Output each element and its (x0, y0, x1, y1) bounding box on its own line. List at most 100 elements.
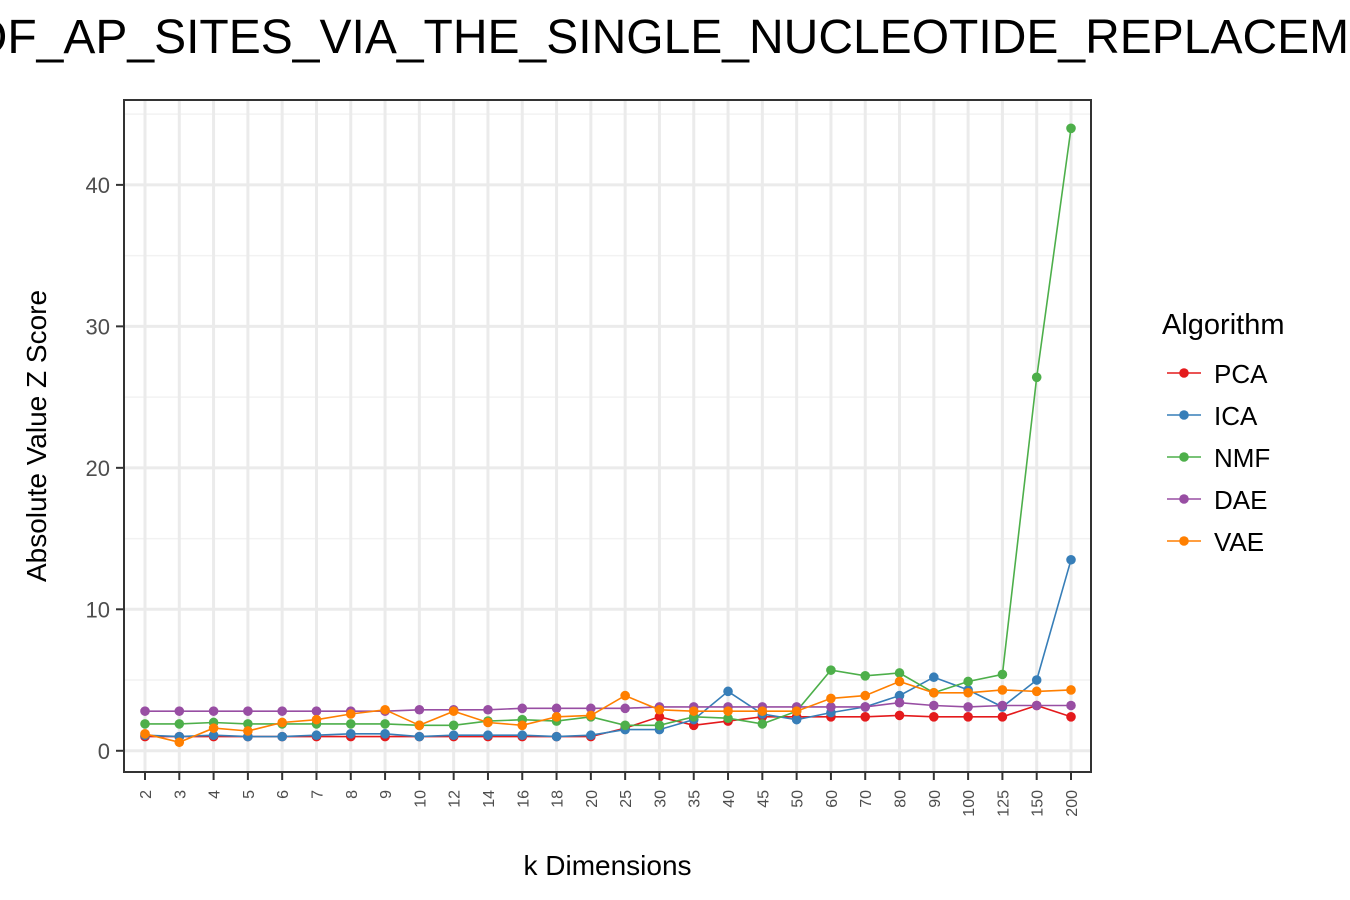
legend-key-point (1179, 494, 1189, 504)
x-tick-label: 25 (618, 790, 635, 808)
data-point-dae (586, 703, 596, 714)
x-tick-label: 4 (207, 790, 224, 799)
data-point-dae (277, 706, 287, 716)
data-point-vae (208, 723, 219, 733)
x-tick-label: 10 (412, 790, 429, 808)
x-axis-title: k Dimensions (523, 850, 691, 881)
legend-label: VAE (1214, 527, 1264, 557)
legend-key-point (1179, 368, 1189, 378)
data-point-vae (243, 726, 253, 736)
x-tick-label: 80 (893, 790, 910, 808)
x-tick-label: 50 (790, 790, 807, 808)
data-point-ica (723, 686, 733, 697)
x-tick-label: 8 (344, 790, 361, 799)
x-tick-label: 70 (858, 790, 875, 808)
data-point-dae (997, 700, 1008, 711)
x-tick-label: 2 (138, 790, 155, 799)
data-point-dae (140, 706, 150, 716)
series-line-nmf (145, 128, 1072, 727)
data-point-vae (551, 712, 562, 722)
x-tick-label: 150 (1030, 790, 1047, 817)
legend-label: ICA (1214, 401, 1258, 431)
legend-item-dae: DAE (1167, 485, 1267, 515)
data-point-pca (654, 712, 665, 722)
data-point-vae (929, 687, 939, 698)
legend-item-ica: ICA (1167, 401, 1258, 431)
data-point-nmf (345, 719, 356, 729)
y-tick-label: 0 (98, 739, 110, 764)
data-point-vae (620, 690, 630, 701)
legend: Algorithm PCA ICA NMF DAE VAE (1162, 309, 1285, 557)
data-point-ica (1066, 554, 1076, 565)
x-tick-label: 9 (378, 790, 395, 799)
data-point-dae (414, 704, 425, 715)
data-point-vae (654, 704, 665, 715)
x-tick-label: 30 (652, 790, 669, 808)
data-point-ica (791, 714, 802, 725)
legend-label: DAE (1214, 485, 1267, 515)
data-point-nmf (654, 720, 665, 731)
y-tick-label: 30 (86, 314, 110, 339)
data-point-vae (723, 706, 733, 716)
data-point-dae (311, 706, 322, 716)
data-point-vae (997, 685, 1008, 695)
data-point-dae (860, 702, 871, 712)
data-point-ica (414, 731, 425, 742)
data-point-vae (483, 717, 493, 728)
grid-lines (124, 100, 1091, 772)
data-point-ica (894, 690, 905, 701)
data-point-vae (586, 710, 596, 721)
series-line-vae (144, 680, 1072, 744)
data-point-vae (688, 706, 699, 716)
series-lines (140, 123, 1076, 748)
data-point-nmf (380, 719, 390, 729)
data-point-ica (311, 730, 322, 741)
x-tick-label: 5 (241, 790, 258, 799)
data-point-nmf (826, 665, 836, 675)
data-point-vae (414, 720, 425, 731)
data-point-ica (551, 731, 562, 742)
data-point-ica (517, 730, 528, 741)
data-point-dae (208, 706, 219, 716)
data-point-vae (311, 714, 322, 725)
legend-title: Algorithm (1162, 309, 1285, 341)
x-tick-label: 125 (995, 790, 1012, 817)
data-point-dae (243, 706, 253, 716)
x-tick-label: 40 (721, 790, 738, 808)
data-point-vae (140, 729, 150, 739)
x-tick-label: 3 (172, 790, 189, 799)
data-point-nmf (1031, 372, 1042, 383)
legend-item-vae: VAE (1167, 527, 1264, 557)
data-point-ica (483, 730, 493, 741)
data-point-vae (791, 706, 802, 716)
series-vae (140, 676, 1076, 748)
legend-key-point (1179, 536, 1189, 546)
data-point-dae (826, 702, 836, 712)
data-point-vae (757, 706, 768, 716)
data-point-pca (997, 712, 1008, 722)
data-point-dae (517, 703, 528, 714)
x-tick-label: 6 (275, 790, 292, 799)
legend-key-point (1179, 452, 1189, 462)
legend-item-nmf: NMF (1167, 443, 1270, 473)
data-point-dae (963, 702, 973, 712)
data-point-dae (174, 706, 185, 716)
data-point-nmf (620, 720, 630, 731)
data-point-dae (483, 704, 493, 715)
data-point-ica (448, 730, 459, 741)
data-point-nmf (174, 719, 185, 729)
x-tick-label: 90 (927, 790, 944, 808)
data-point-vae (380, 704, 390, 715)
data-point-vae (277, 717, 287, 728)
data-point-nmf (448, 720, 459, 731)
data-point-nmf (757, 719, 768, 729)
data-point-nmf (140, 719, 150, 729)
x-tick-label: 20 (584, 790, 601, 808)
y-axis-title: Absolute Value Z Score (21, 290, 52, 582)
data-point-nmf (860, 670, 871, 681)
data-point-nmf (243, 719, 253, 729)
x-tick-label: 12 (447, 790, 464, 808)
x-tick-label: 16 (515, 790, 532, 808)
data-point-vae (963, 687, 973, 698)
